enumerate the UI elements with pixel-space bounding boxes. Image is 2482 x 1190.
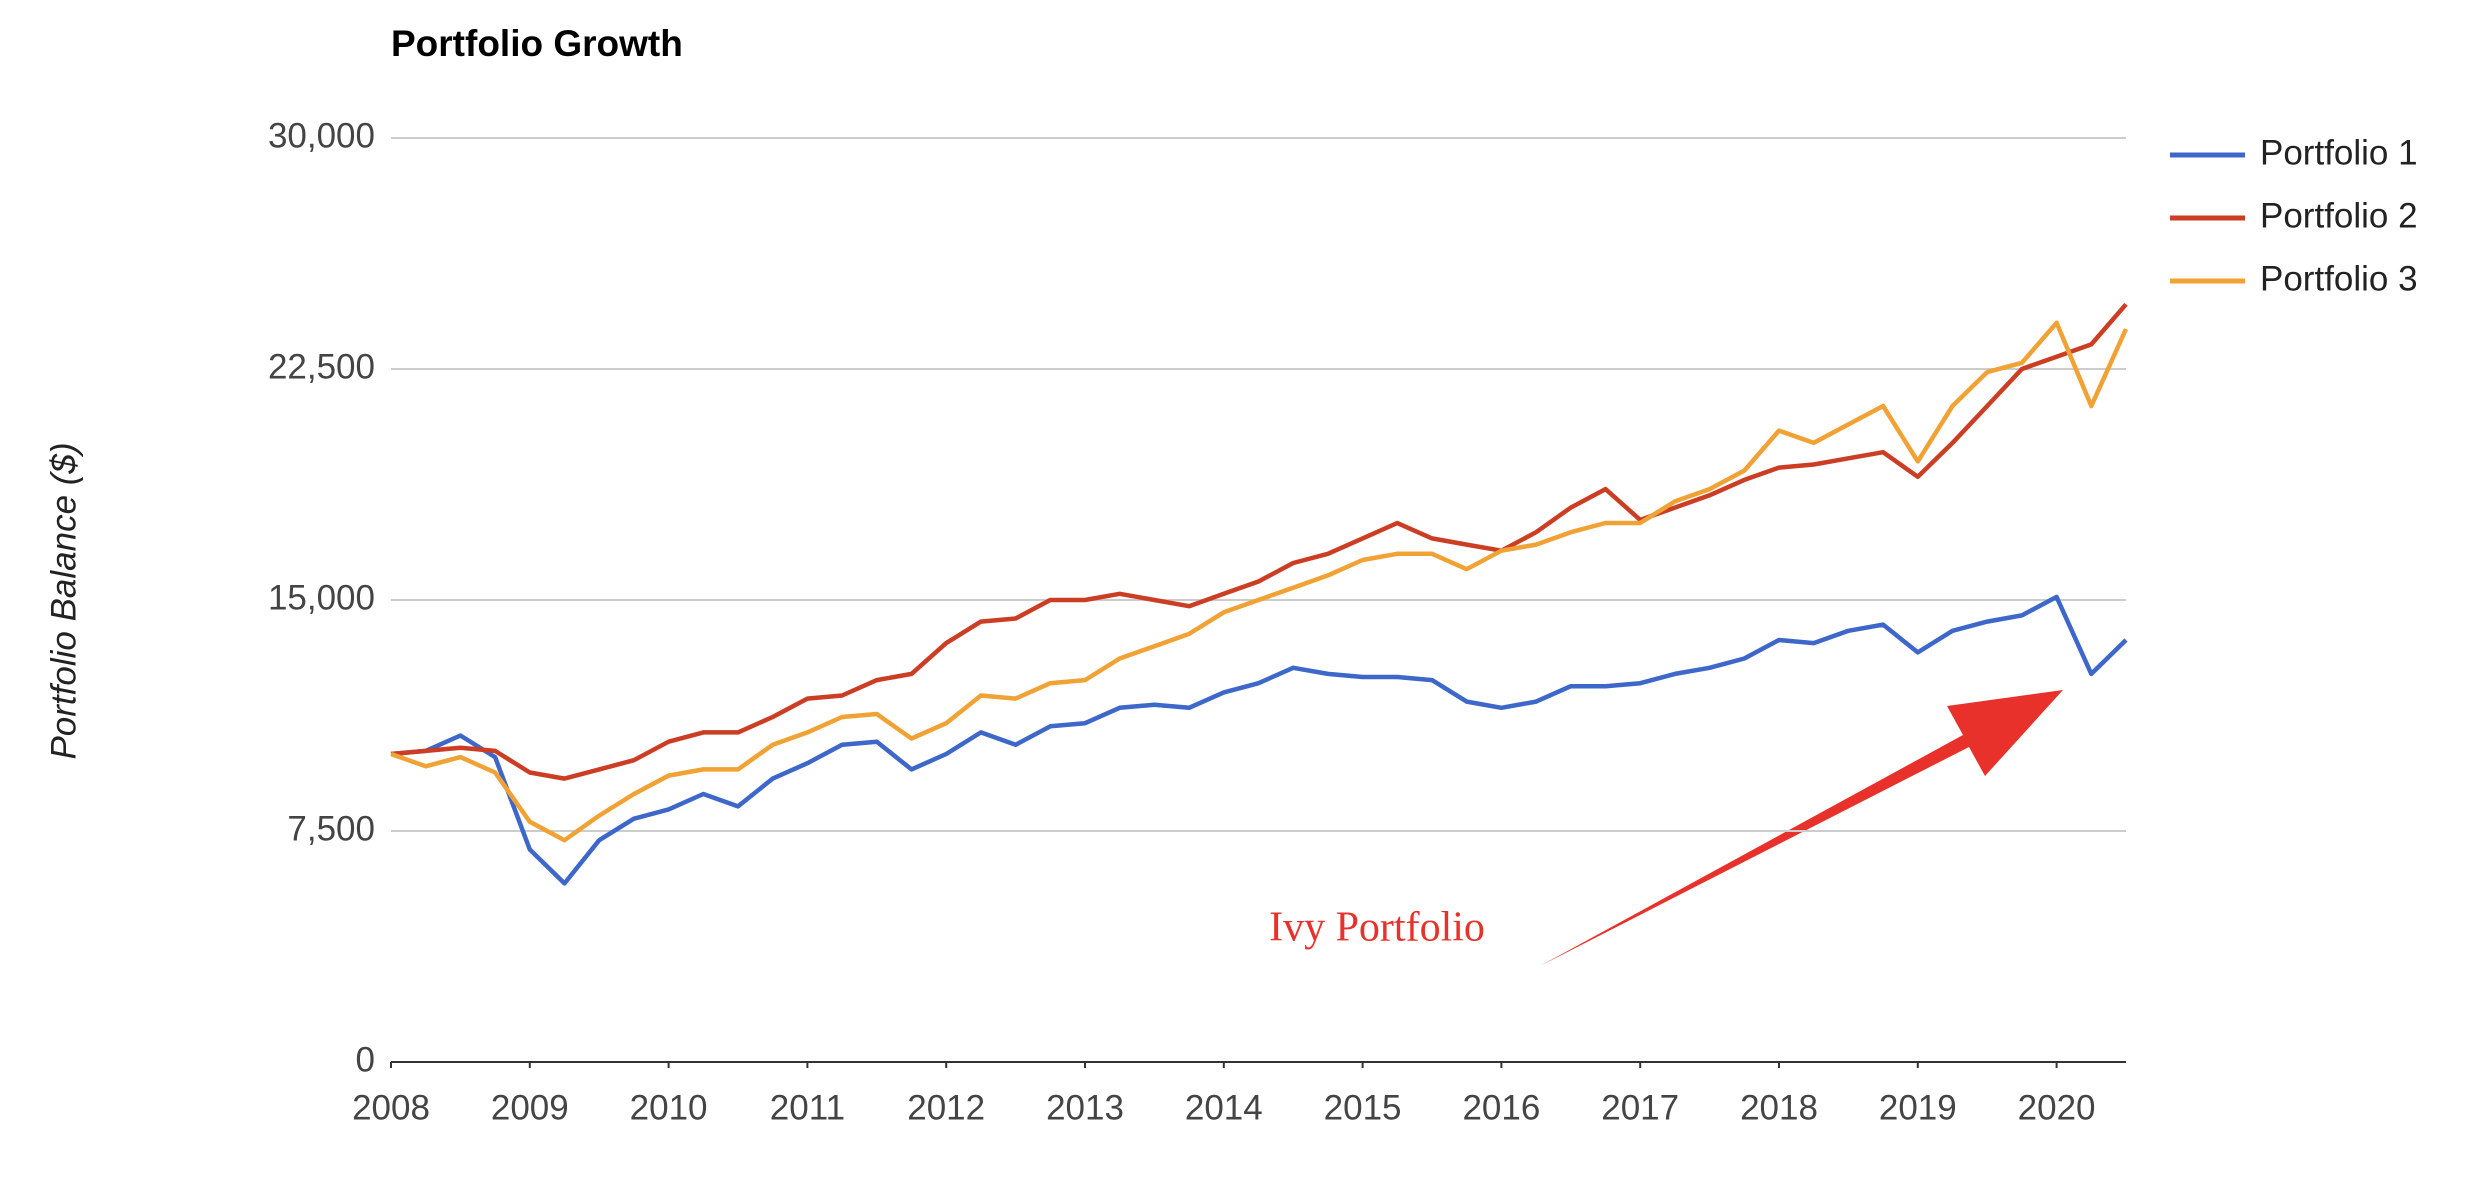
legend-label: Portfolio 2 bbox=[2260, 196, 2418, 235]
y-axis-title: Portfolio Balance ($) bbox=[44, 442, 83, 759]
x-tick-label: 2011 bbox=[770, 1088, 845, 1127]
x-tick-label: 2012 bbox=[907, 1088, 985, 1127]
x-tick-label: 2020 bbox=[2018, 1088, 2096, 1127]
x-tick-label: 2013 bbox=[1046, 1088, 1124, 1127]
x-tick-label: 2014 bbox=[1185, 1088, 1263, 1127]
chart-title: Portfolio Growth bbox=[391, 23, 683, 64]
x-tick-label: 2017 bbox=[1601, 1088, 1679, 1127]
y-tick-label: 0 bbox=[356, 1040, 375, 1079]
series-line bbox=[390, 320, 2129, 843]
x-tick-label: 2009 bbox=[491, 1088, 569, 1127]
y-tick-label: 7,500 bbox=[287, 809, 375, 848]
series-line bbox=[390, 594, 2128, 886]
y-tick-label: 15,000 bbox=[268, 578, 375, 617]
legend-label: Portfolio 3 bbox=[2260, 259, 2418, 298]
x-tick-label: 2018 bbox=[1740, 1088, 1818, 1127]
x-tick-label: 2019 bbox=[1879, 1088, 1957, 1127]
legend-label: Portfolio 1 bbox=[2260, 133, 2418, 172]
y-tick-label: 30,000 bbox=[268, 116, 375, 155]
x-tick-label: 2010 bbox=[630, 1088, 708, 1127]
x-tick-label: 2008 bbox=[352, 1088, 430, 1127]
x-tick-label: 2016 bbox=[1462, 1088, 1540, 1127]
x-tick-label: 2015 bbox=[1324, 1088, 1402, 1127]
annotation-arrow bbox=[1540, 690, 2063, 966]
annotation: Ivy Portfolio bbox=[1269, 905, 1485, 951]
series-line bbox=[390, 302, 2128, 781]
y-tick-label: 22,500 bbox=[268, 347, 375, 386]
